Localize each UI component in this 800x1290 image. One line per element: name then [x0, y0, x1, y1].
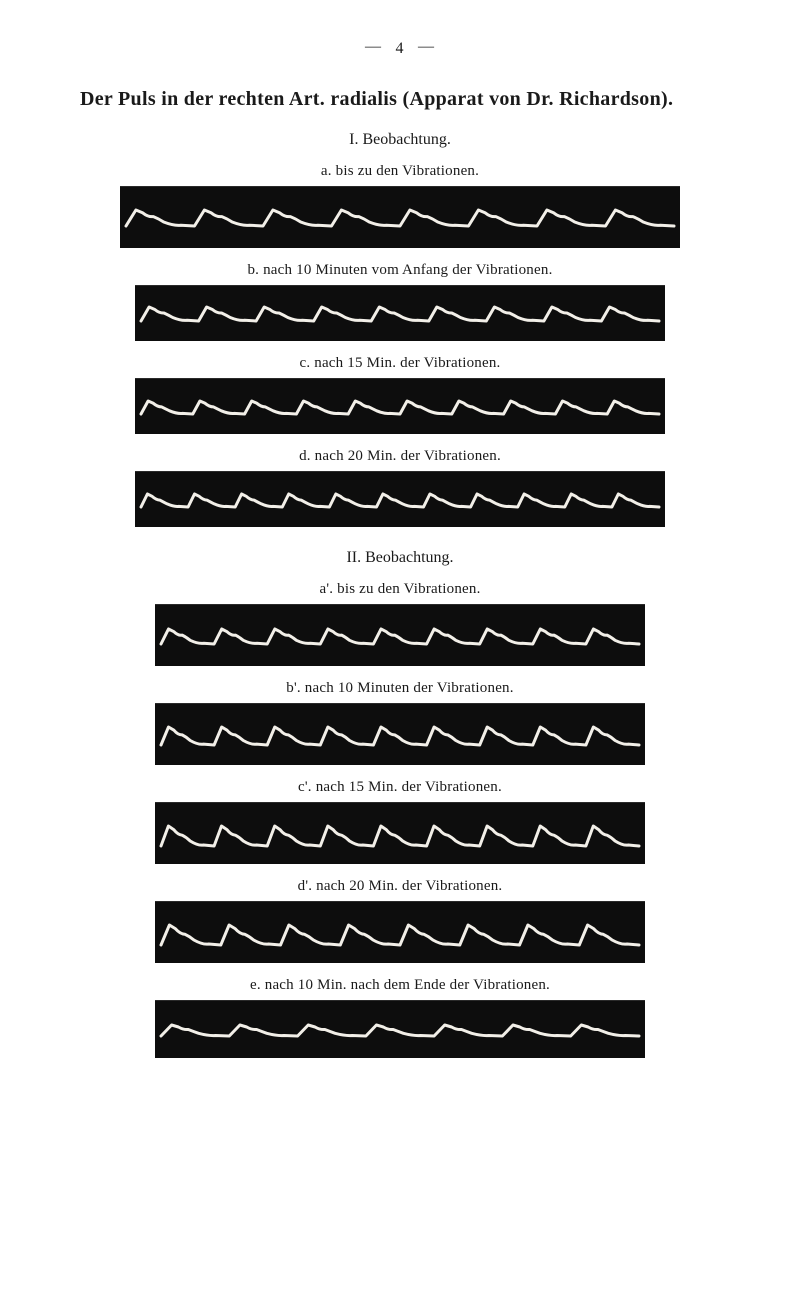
caption-1c: c. nach 15 Min. der Vibrationen. — [80, 355, 720, 372]
section-heading-1: I. Beobachtung. — [80, 131, 720, 149]
section-heading-2: II. Beobachtung. — [80, 549, 720, 567]
waveform-1c — [80, 378, 720, 434]
caption-2a: a'. bis zu den Vibrationen. — [80, 581, 720, 598]
page-body: — 4 — Der Puls in der rechten Art. radia… — [0, 0, 800, 1090]
page-number: — 4 — — [80, 40, 720, 58]
waveform-1a — [80, 186, 720, 248]
waveform-2b — [80, 703, 720, 765]
caption-1b: b. nach 10 Minuten vom Anfang der Vibrat… — [80, 262, 720, 279]
caption-2b: b'. nach 10 Minuten der Vibrationen. — [80, 680, 720, 697]
caption-2c: c'. nach 15 Min. der Vibrationen. — [80, 779, 720, 796]
page-title: Der Puls in der rechten Art. radialis (A… — [80, 86, 720, 113]
page-number-value: 4 — [396, 40, 405, 57]
caption-2d: d'. nach 20 Min. der Vibrationen. — [80, 878, 720, 895]
dash-right: — — [416, 38, 438, 56]
waveform-2e — [80, 1000, 720, 1058]
waveform-2a — [80, 604, 720, 666]
waveform-1d — [80, 471, 720, 527]
caption-2e: e. nach 10 Min. nach dem Ende der Vibrat… — [80, 977, 720, 994]
waveform-2d — [80, 901, 720, 963]
waveform-2c — [80, 802, 720, 864]
caption-1a: a. bis zu den Vibrationen. — [80, 163, 720, 180]
dash-left: — — [363, 38, 385, 56]
caption-1d: d. nach 20 Min. der Vibrationen. — [80, 448, 720, 465]
waveform-1b — [80, 285, 720, 341]
